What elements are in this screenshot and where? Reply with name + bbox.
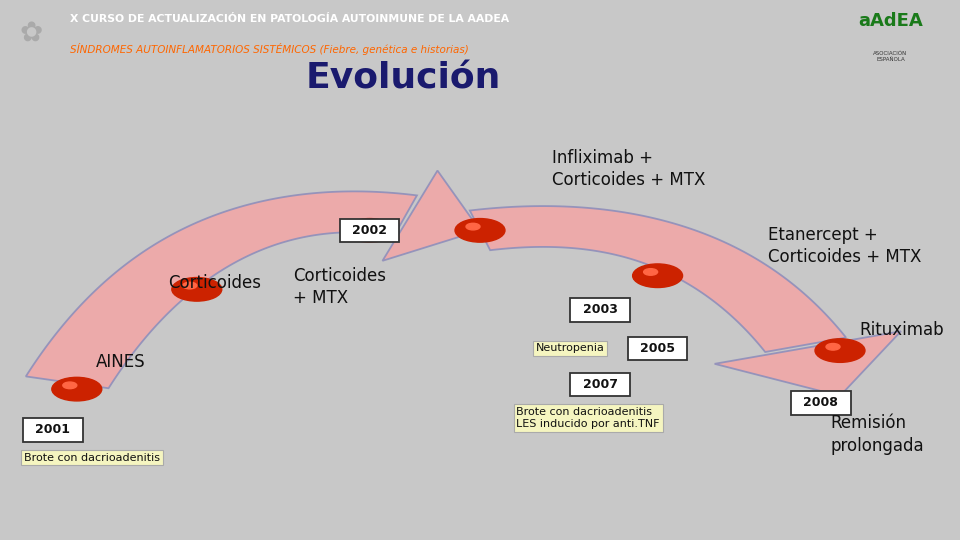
- Text: ASOCIACIÓN
ESPAÑOLA: ASOCIACIÓN ESPAÑOLA: [874, 51, 907, 62]
- Circle shape: [355, 223, 370, 230]
- FancyBboxPatch shape: [23, 418, 83, 442]
- FancyBboxPatch shape: [570, 298, 630, 321]
- Circle shape: [62, 382, 77, 389]
- FancyBboxPatch shape: [340, 219, 399, 242]
- Circle shape: [643, 268, 658, 275]
- Circle shape: [466, 223, 480, 230]
- Circle shape: [815, 339, 865, 362]
- Circle shape: [345, 219, 395, 242]
- Text: X CURSO DE ACTUALIZACIÓN EN PATOLOGÍA AUTOINMUNE DE LA AADEA: X CURSO DE ACTUALIZACIÓN EN PATOLOGÍA AU…: [70, 15, 509, 24]
- Text: 2008: 2008: [804, 396, 838, 409]
- Text: Evolución: Evolución: [305, 62, 501, 95]
- Text: Brote con dacrioadenitis: Brote con dacrioadenitis: [24, 453, 160, 463]
- Text: 2001: 2001: [36, 423, 70, 436]
- Text: Brote con dacrioadenitis
LES inducido por anti.TNF: Brote con dacrioadenitis LES inducido po…: [516, 407, 660, 429]
- Text: 2002: 2002: [352, 224, 387, 237]
- Text: Corticoides: Corticoides: [168, 274, 261, 292]
- Text: Remisión
prolongada: Remisión prolongada: [830, 414, 924, 455]
- Text: Etanercept +
Corticoides + MTX: Etanercept + Corticoides + MTX: [768, 226, 922, 266]
- Text: aAdEA: aAdEA: [858, 12, 923, 30]
- Polygon shape: [382, 171, 480, 261]
- Text: AINES: AINES: [96, 353, 146, 371]
- Polygon shape: [469, 206, 846, 352]
- Circle shape: [455, 219, 505, 242]
- Circle shape: [52, 377, 102, 401]
- Polygon shape: [26, 191, 417, 388]
- FancyBboxPatch shape: [791, 391, 851, 415]
- Text: 2007: 2007: [583, 378, 617, 391]
- Text: Corticoides
+ MTX: Corticoides + MTX: [293, 267, 386, 307]
- Text: Infliximab +
Corticoides + MTX: Infliximab + Corticoides + MTX: [552, 149, 706, 189]
- Text: 2003: 2003: [583, 303, 617, 316]
- FancyBboxPatch shape: [570, 373, 630, 396]
- Circle shape: [633, 264, 683, 287]
- Circle shape: [172, 278, 222, 301]
- Polygon shape: [714, 331, 901, 396]
- Circle shape: [182, 282, 197, 289]
- Text: 2005: 2005: [640, 342, 675, 355]
- Text: Neutropenia: Neutropenia: [536, 343, 605, 353]
- Text: Rituximab: Rituximab: [859, 321, 944, 339]
- Circle shape: [826, 343, 840, 350]
- Text: SÍNDROMES AUTOINFLAMATORIOS SISTÉMICOS (Fiebre, genética e historias): SÍNDROMES AUTOINFLAMATORIOS SISTÉMICOS (…: [70, 43, 468, 55]
- Text: ✿: ✿: [19, 18, 43, 46]
- FancyBboxPatch shape: [628, 336, 687, 360]
